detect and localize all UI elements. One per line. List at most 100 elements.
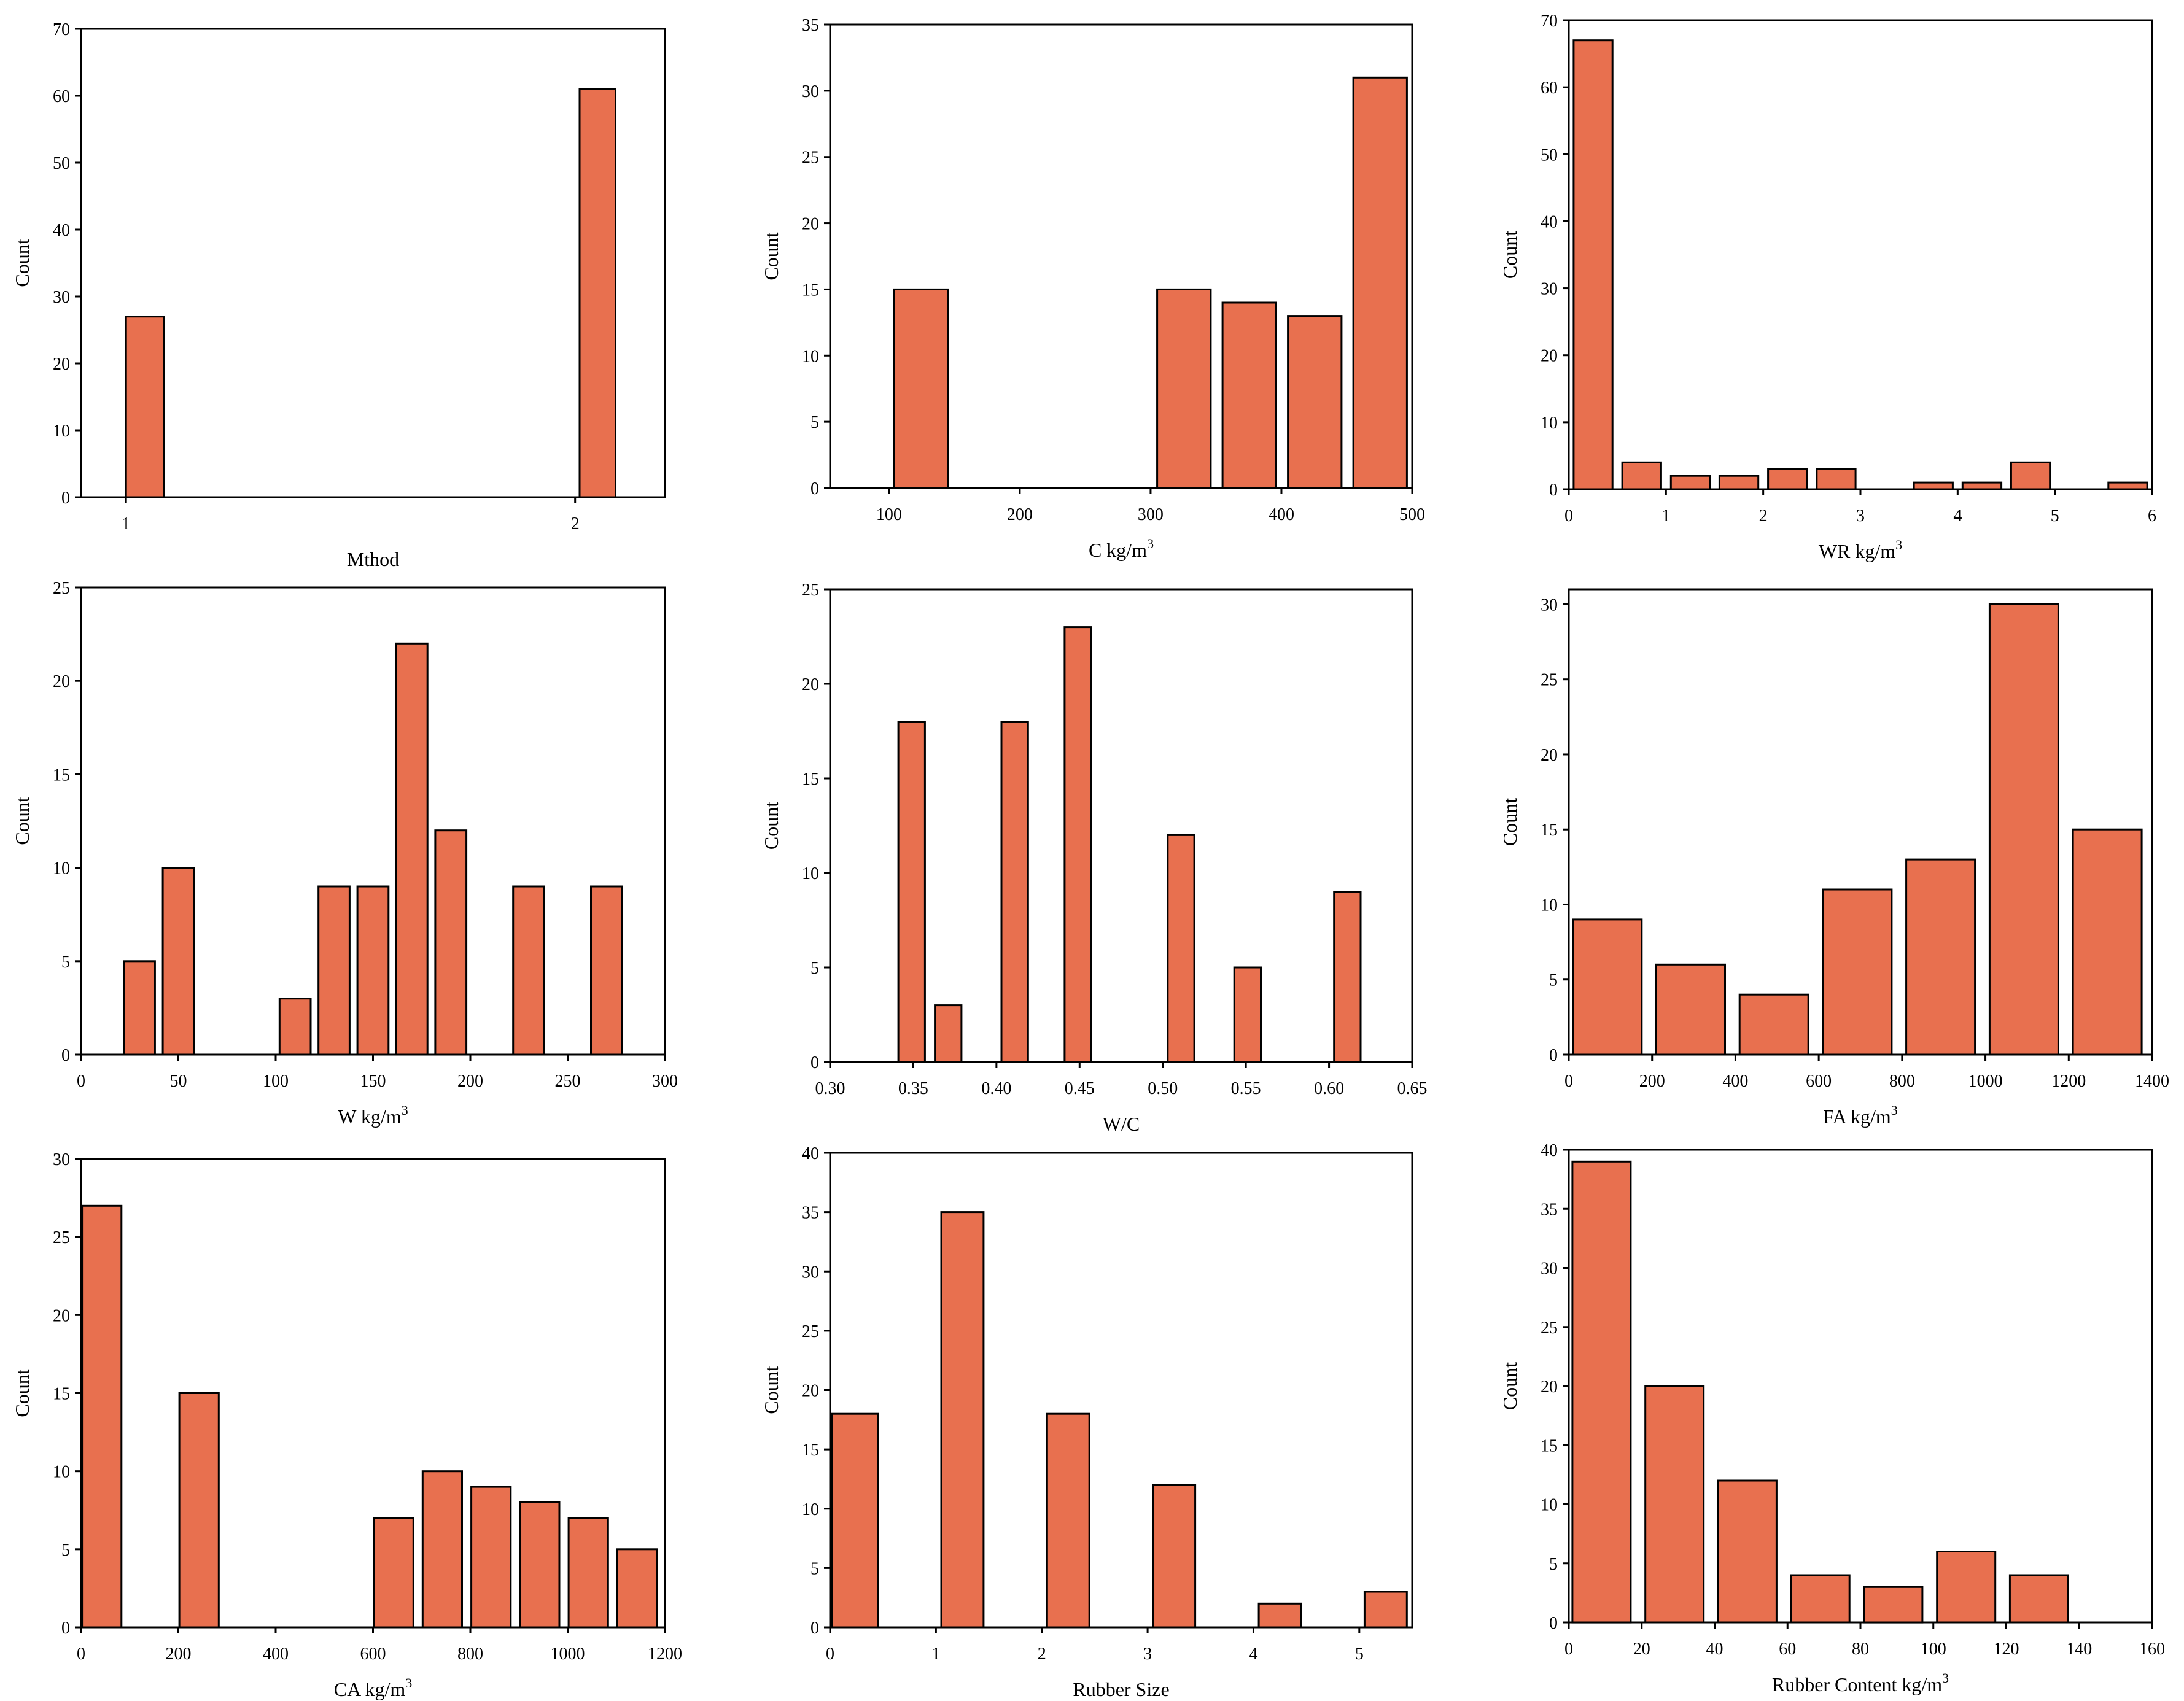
bar-8 xyxy=(1961,481,2003,490)
y-tick-label: 70 xyxy=(1541,12,1558,31)
x-tick-label: 6 xyxy=(2148,506,2156,525)
bar-2 xyxy=(178,1392,220,1629)
y-axis-label: Count xyxy=(760,1366,782,1414)
bar-7 xyxy=(1913,481,1954,490)
bar-1 xyxy=(1572,918,1643,1056)
x-axis-label: W/C xyxy=(1103,1113,1140,1135)
bar-3 xyxy=(1046,1412,1090,1629)
x-axis-label-superscript: 3 xyxy=(1942,1670,1949,1686)
bar-1 xyxy=(1571,1160,1632,1624)
y-tick-label: 20 xyxy=(802,1382,819,1401)
x-tick-label: 100 xyxy=(263,1072,289,1091)
bar-3 xyxy=(1221,301,1277,489)
bar-1 xyxy=(81,1204,123,1629)
y-tick-label: 5 xyxy=(810,959,819,978)
bar-4 xyxy=(1063,626,1092,1063)
y-axis-label: Count xyxy=(11,1369,33,1417)
bar-4 xyxy=(1287,315,1343,489)
y-axis-label: Count xyxy=(760,802,782,850)
histogram-panel-7: 0 200 400 600 800 1000 1200 0 5 10 15 20 25 30 CA kg/m… xyxy=(11,1150,682,1700)
y-tick-label: 10 xyxy=(802,347,819,366)
bar-6 xyxy=(1988,603,2059,1056)
y-tick-label: 35 xyxy=(802,1204,819,1223)
bar-1 xyxy=(893,288,949,489)
y-tick-label: 40 xyxy=(1541,1141,1558,1160)
x-tick-label: 1400 xyxy=(2135,1072,2169,1091)
y-axis-label: Count xyxy=(1499,798,1521,846)
x-tick-label: 1200 xyxy=(648,1645,682,1664)
y-axis-label: Count xyxy=(11,797,33,845)
bar-3 xyxy=(278,998,312,1056)
y-tick-label: 0 xyxy=(810,1619,819,1638)
bar-5 xyxy=(1905,858,1976,1056)
x-axis-label-text: Rubber Size xyxy=(1073,1678,1169,1700)
x-axis-label-text: W kg/m xyxy=(338,1106,402,1128)
bar-4 xyxy=(317,885,351,1056)
x-tick-label: 2 xyxy=(571,514,580,533)
bar-7 xyxy=(567,1517,609,1629)
x-axis-label: Rubber Size xyxy=(1073,1678,1169,1700)
bar-7 xyxy=(2072,828,2143,1056)
y-tick-label: 20 xyxy=(1541,746,1558,765)
y-tick-label: 25 xyxy=(1541,1319,1558,1338)
y-tick-label: 10 xyxy=(1541,414,1558,433)
y-tick-label: 0 xyxy=(810,479,819,498)
x-tick-label: 1200 xyxy=(2051,1072,2086,1091)
bar-7 xyxy=(434,829,468,1056)
bar-10 xyxy=(2107,481,2148,490)
y-tick-label: 25 xyxy=(1541,671,1558,690)
x-tick-label: 800 xyxy=(457,1645,483,1664)
x-axis-label-text: WR kg/m xyxy=(1819,540,1895,562)
x-axis-label-superscript: 3 xyxy=(1891,1102,1898,1118)
x-axis-label: W kg/m3 xyxy=(338,1102,408,1128)
x-tick-label: 4 xyxy=(1953,506,1962,525)
bar-2 xyxy=(1655,963,1726,1056)
x-tick-label: 0.55 xyxy=(1231,1079,1261,1098)
bar-1 xyxy=(125,316,165,498)
x-tick-label: 100 xyxy=(1921,1640,1946,1659)
x-tick-label: 600 xyxy=(360,1645,386,1664)
y-tick-label: 15 xyxy=(802,1441,819,1460)
x-axis-label: CA kg/m3 xyxy=(334,1675,412,1700)
y-tick-label: 0 xyxy=(1549,1046,1558,1065)
bar-2 xyxy=(161,867,195,1056)
x-tick-label: 0.50 xyxy=(1148,1079,1178,1098)
y-axis-label: Count xyxy=(1499,231,1521,279)
x-tick-label: 1000 xyxy=(1968,1072,2003,1091)
y-tick-label: 35 xyxy=(802,16,819,35)
x-tick-label: 50 xyxy=(170,1072,187,1091)
bar-5 xyxy=(1257,1602,1302,1629)
y-tick-label: 0 xyxy=(61,1046,70,1065)
x-tick-label: 400 xyxy=(1269,505,1294,524)
x-tick-label: 800 xyxy=(1889,1072,1915,1091)
x-tick-label: 150 xyxy=(360,1072,386,1091)
x-tick-label: 1 xyxy=(1661,506,1670,525)
x-tick-label: 300 xyxy=(652,1072,678,1091)
bar-3 xyxy=(1669,475,1711,490)
y-tick-label: 20 xyxy=(53,355,70,374)
x-tick-label: 0 xyxy=(77,1072,85,1091)
x-tick-label: 20 xyxy=(1633,1640,1650,1659)
bar-4 xyxy=(1152,1484,1197,1629)
y-tick-label: 15 xyxy=(802,770,819,789)
bar-8 xyxy=(616,1548,658,1629)
y-tick-label: 20 xyxy=(1541,347,1558,366)
y-tick-label: 50 xyxy=(53,154,70,173)
x-tick-label: 140 xyxy=(2066,1640,2092,1659)
bar-8 xyxy=(512,885,545,1056)
x-tick-label: 0.65 xyxy=(1397,1079,1428,1098)
bar-9 xyxy=(2010,461,2051,490)
y-tick-label: 40 xyxy=(802,1144,819,1163)
y-tick-label: 60 xyxy=(53,87,70,106)
x-axis-label-superscript: 3 xyxy=(1147,536,1154,551)
bar-6 xyxy=(1363,1591,1408,1629)
x-tick-label: 3 xyxy=(1856,506,1865,525)
plot-frame xyxy=(829,23,1413,489)
bar-7 xyxy=(1333,891,1362,1063)
x-tick-label: 0.60 xyxy=(1314,1079,1344,1098)
y-tick-label: 20 xyxy=(53,1306,70,1325)
bar-3 xyxy=(373,1517,414,1629)
x-tick-label: 200 xyxy=(1639,1072,1665,1091)
